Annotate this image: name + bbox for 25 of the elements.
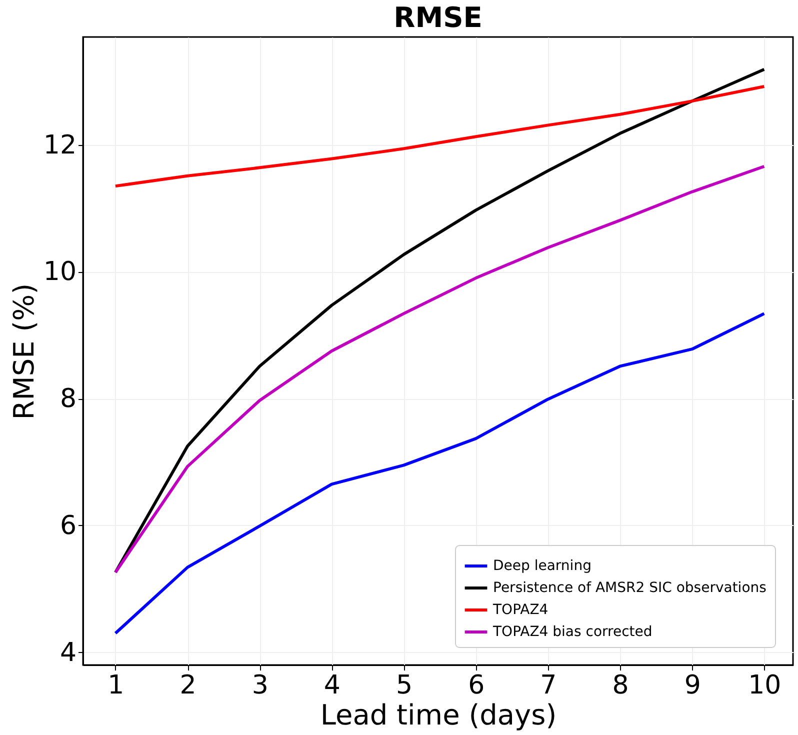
y-tick-label: 12: [43, 130, 76, 160]
legend-label: Persistence of AMSR2 SIC observations: [493, 580, 766, 596]
x-tick-label: 6: [468, 670, 485, 700]
x-tick-label: 2: [180, 670, 196, 700]
x-tick-label: 8: [612, 670, 629, 700]
line-series: [114, 164, 766, 574]
y-tick-label: 6: [60, 510, 76, 541]
x-tick-label: 4: [324, 670, 340, 700]
x-axis-title: Lead time (days): [320, 698, 557, 732]
x-tick-label: 1: [108, 670, 124, 700]
y-axis-title: RMSE (%): [7, 283, 40, 420]
y-tick-label: 4: [60, 638, 76, 668]
x-tick-label: 7: [540, 670, 557, 700]
legend-label: Deep learning: [493, 558, 592, 574]
line-series: [114, 84, 766, 188]
legend-label: TOPAZ4 bias corrected: [492, 624, 652, 640]
x-tick-label: 5: [396, 670, 413, 700]
x-tick-label: 10: [748, 670, 782, 700]
y-tick-label: 10: [43, 257, 76, 288]
x-tick-label: 3: [252, 670, 268, 700]
legend-label: TOPAZ4: [492, 602, 548, 618]
chart-title: RMSE: [394, 1, 482, 34]
x-tick-label: 9: [684, 670, 701, 700]
y-tick-label: 8: [60, 384, 76, 414]
line-series: [114, 312, 766, 635]
